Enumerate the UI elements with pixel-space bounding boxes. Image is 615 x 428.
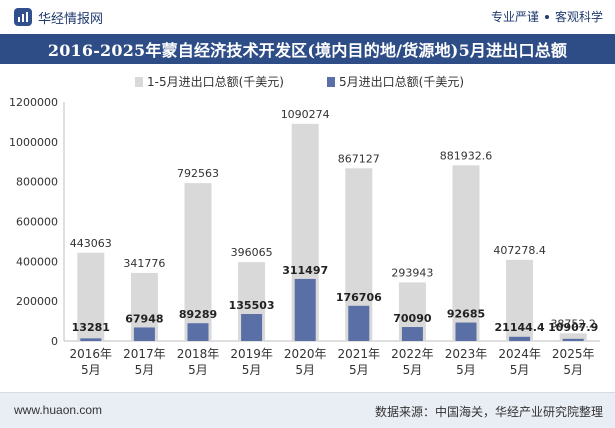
x-tick-label-month: 5月	[510, 363, 530, 377]
x-tick-label-year: 2024年	[498, 347, 541, 361]
x-tick-label-year: 2018年	[177, 347, 220, 361]
bar-may-4	[241, 314, 263, 341]
bar-may-5	[294, 278, 316, 341]
x-tick-label-month: 5月	[81, 363, 101, 377]
data-label-may: 70090	[393, 312, 432, 325]
bar-total-3	[184, 183, 212, 341]
data-source: 数据来源：中国海关，华经产业研究院整理	[374, 405, 603, 419]
chart-title: 2016-2025年蒙自经济技术开发区(境内目的地/货源地)5月进出口总额	[47, 41, 568, 60]
x-tick-label-year: 2017年	[123, 347, 166, 361]
bar-total-9	[506, 259, 534, 341]
data-label-total: 38752.2	[550, 317, 596, 330]
x-tick-label-year: 2023年	[445, 347, 488, 361]
x-tick-label-year: 2021年	[338, 347, 381, 361]
separator-dot-icon	[544, 14, 549, 19]
slogan-left: 专业严谨	[490, 10, 539, 24]
title-bar: 2016-2025年蒙自经济技术开发区(境内目的地/货源地)5月进出口总额	[0, 34, 615, 64]
data-label-may: 67948	[125, 312, 163, 325]
data-label-total: 396065	[231, 246, 273, 259]
legend-label-2: 5月进出口总额(千美元)	[339, 75, 464, 89]
x-tick-label-year: 2022年	[391, 347, 434, 361]
data-label-total: 341776	[123, 257, 165, 270]
bar-total-8	[452, 165, 480, 341]
bar-may-2	[133, 327, 155, 341]
y-tick-label: 1000000	[9, 136, 58, 149]
x-tick-label-year: 2025年	[552, 347, 595, 361]
bar-total-1	[77, 252, 105, 341]
x-tick-label-month: 5月	[295, 363, 315, 377]
x-tick-label-year: 2019年	[230, 347, 273, 361]
bar-may-7	[401, 327, 423, 341]
data-label-may: 176706	[336, 291, 382, 304]
bar-may-10	[562, 338, 584, 341]
bar-total-10	[559, 333, 587, 341]
y-tick-label: 1200000	[9, 96, 58, 109]
bar-chart: 1-5月进出口总额(千美元) 5月进出口总额(千美元) 0 200000 400000 6…	[9, 75, 600, 377]
bar-may-3	[187, 323, 209, 341]
x-tick-label-month: 5月	[403, 363, 423, 377]
x-tick-label-month: 5月	[563, 363, 583, 377]
legend-swatch-2	[327, 77, 335, 87]
footer: www.huaon.com 数据来源：中国海关，华经产业研究院整理	[0, 392, 615, 428]
x-tick-label-month: 5月	[456, 363, 476, 377]
data-label-total: 792563	[177, 167, 219, 180]
x-tick-label-year: 2020年	[284, 347, 327, 361]
data-label-may: 89289	[179, 308, 217, 321]
x-tick-label-month: 5月	[188, 363, 208, 377]
data-label-may: 10907.9	[548, 321, 598, 334]
data-label-may: 135503	[229, 299, 275, 312]
data-label-total: 881932.6	[440, 149, 493, 162]
y-tick-label: 400000	[16, 255, 58, 268]
y-tick-label: 800000	[16, 176, 58, 189]
x-tick-label-month: 5月	[242, 363, 262, 377]
brand-logo-icon	[14, 8, 32, 26]
data-label-may: 13281	[72, 321, 110, 334]
data-label-may: 311497	[282, 264, 328, 277]
y-tick-label: 0	[51, 335, 58, 348]
brand[interactable]: 华经情报网	[14, 7, 103, 27]
top-bar: 华经情报网 专业严谨 客观科学	[0, 0, 615, 34]
data-label-total: 1090274	[281, 108, 330, 121]
bar-may-9	[509, 336, 531, 341]
bar-may-8	[455, 322, 477, 341]
footer-url[interactable]: www.huaon.com	[14, 403, 103, 417]
y-tick-label: 600000	[16, 216, 58, 229]
data-label-may: 92685	[447, 308, 485, 321]
data-label-may: 21144.4	[495, 321, 545, 334]
brand-name: 华经情报网	[38, 11, 104, 27]
data-label-total: 867127	[338, 152, 380, 165]
y-tick-label: 200000	[16, 295, 58, 308]
data-label-total: 443063	[70, 237, 112, 250]
slogan-right: 客观科学	[554, 10, 603, 24]
data-label-total: 293943	[391, 266, 433, 279]
legend-swatch-1	[135, 77, 143, 87]
data-label-total: 407278.4	[493, 244, 546, 257]
x-tick-label-year: 2016年	[70, 347, 113, 361]
x-tick-label-month: 5月	[349, 363, 369, 377]
bar-may-1	[80, 338, 102, 341]
bar-may-6	[348, 305, 370, 341]
legend-label-1: 1-5月进出口总额(千美元)	[147, 75, 284, 89]
slogan: 专业严谨 客观科学	[491, 8, 603, 25]
x-tick-label-month: 5月	[135, 363, 155, 377]
